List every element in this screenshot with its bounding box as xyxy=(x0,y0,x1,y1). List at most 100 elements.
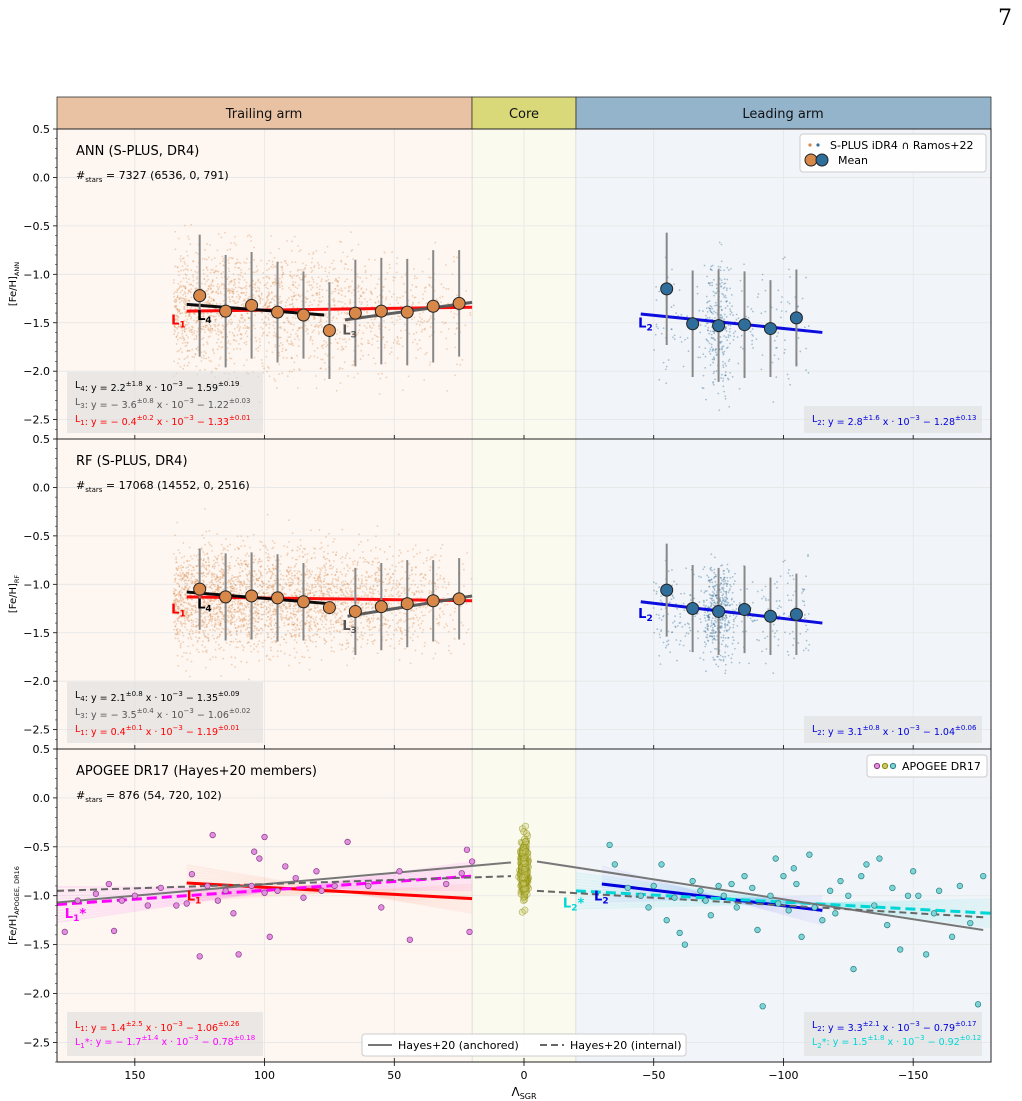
star-point xyxy=(397,626,400,629)
star-point xyxy=(259,548,262,551)
star-point xyxy=(190,329,193,331)
star-point xyxy=(206,324,208,327)
star-point xyxy=(272,613,274,616)
star-point xyxy=(420,572,423,575)
star-point xyxy=(195,629,198,632)
star-point xyxy=(421,270,424,273)
star-point xyxy=(764,289,767,292)
star-point xyxy=(686,337,689,339)
star-point xyxy=(238,583,241,586)
star-point xyxy=(266,631,269,634)
star-point xyxy=(788,302,791,305)
star-point xyxy=(330,342,332,345)
star-point xyxy=(316,630,319,633)
star-point xyxy=(297,583,300,586)
star-point xyxy=(190,317,192,320)
star-point xyxy=(338,621,340,624)
star-point xyxy=(433,582,436,585)
star-point xyxy=(321,358,324,361)
star-point xyxy=(256,613,259,615)
star-point xyxy=(324,353,327,355)
star-point xyxy=(360,595,363,598)
star-point xyxy=(211,327,214,330)
star-point xyxy=(269,314,272,317)
star-point xyxy=(288,607,291,610)
star-point xyxy=(342,603,345,606)
star-point xyxy=(432,657,435,660)
star-point xyxy=(328,266,331,269)
star-point xyxy=(228,292,231,295)
star-point xyxy=(304,639,307,641)
star-point xyxy=(177,270,180,273)
star-point xyxy=(377,346,380,349)
star-point xyxy=(210,291,213,294)
star-point xyxy=(226,545,229,548)
star-point xyxy=(178,578,181,581)
star-point xyxy=(173,628,176,631)
star-point xyxy=(195,621,198,623)
star-point xyxy=(240,630,242,633)
star-point xyxy=(298,327,301,329)
star-point xyxy=(205,301,208,303)
star-point xyxy=(439,574,442,577)
star-point xyxy=(305,264,307,267)
star-point xyxy=(415,331,418,334)
star-point xyxy=(242,327,245,329)
star-point xyxy=(254,287,257,289)
star-point xyxy=(205,324,208,327)
star-point xyxy=(177,612,179,615)
star-point xyxy=(305,297,308,300)
star-point xyxy=(371,338,374,340)
star-point xyxy=(241,570,244,573)
star-point xyxy=(205,626,208,628)
star-point xyxy=(187,361,190,364)
star-point xyxy=(321,567,324,569)
star-point xyxy=(174,330,176,333)
star-point xyxy=(265,655,268,658)
star-point xyxy=(196,282,198,285)
star-point xyxy=(230,590,233,593)
star-point xyxy=(707,326,710,329)
star-point xyxy=(328,560,331,563)
star-point xyxy=(244,272,246,275)
star-point xyxy=(274,345,277,348)
star-point xyxy=(272,281,275,284)
star-point xyxy=(777,289,780,292)
star-point xyxy=(208,323,211,326)
star-point xyxy=(193,554,196,557)
star-point xyxy=(217,330,220,333)
star-point xyxy=(173,621,175,624)
star-point xyxy=(391,564,394,567)
star-point xyxy=(174,301,176,303)
star-point xyxy=(216,618,219,621)
star-point xyxy=(271,585,274,587)
header-leading xyxy=(575,96,992,130)
star-point xyxy=(365,560,368,563)
star-point xyxy=(290,249,293,252)
star-point xyxy=(317,628,320,631)
star-point xyxy=(708,350,711,353)
star-point xyxy=(194,578,197,581)
star-point xyxy=(222,570,225,573)
star-point xyxy=(414,338,416,341)
star-point xyxy=(202,620,205,623)
star-point xyxy=(268,276,270,279)
star-point xyxy=(177,594,180,597)
star-point xyxy=(370,592,372,594)
star-point xyxy=(322,347,324,350)
star-point xyxy=(460,621,463,624)
star-point xyxy=(454,374,457,377)
star-point xyxy=(237,575,239,578)
star-point xyxy=(243,342,246,344)
star-point xyxy=(329,633,332,636)
star-point xyxy=(400,631,403,633)
star-point xyxy=(290,583,293,586)
star-point xyxy=(452,316,455,319)
star-point xyxy=(216,584,219,587)
star-point xyxy=(229,543,231,546)
star-point xyxy=(188,289,190,292)
star-point xyxy=(183,298,186,301)
star-point xyxy=(398,642,401,645)
star-point xyxy=(323,575,326,577)
star-point xyxy=(423,573,426,576)
